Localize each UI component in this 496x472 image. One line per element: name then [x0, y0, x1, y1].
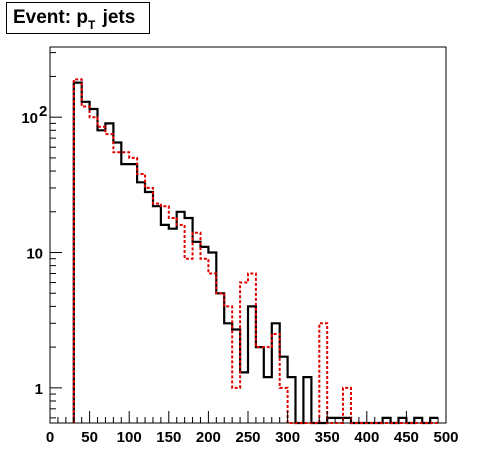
- x-tick-label: 150: [156, 429, 181, 446]
- x-tick-label: 50: [81, 429, 98, 446]
- y-tick-label: 1: [35, 381, 43, 398]
- chart-title: Event: pT jets: [6, 2, 150, 34]
- histogram-series-layer: [72, 78, 439, 425]
- x-tick-label: 300: [275, 429, 300, 446]
- y-tick-label: 10: [26, 246, 43, 263]
- y-tick-label: 10: [21, 110, 38, 127]
- histogram-series-1: [72, 81, 439, 425]
- chart-title-suffix: jets: [97, 7, 136, 28]
- x-tick-label: 350: [315, 429, 340, 446]
- x-tick-label: 500: [433, 429, 458, 446]
- x-tick-label: 100: [117, 429, 142, 446]
- chart-title-main: Event: p: [13, 7, 88, 28]
- x-tick-label: 400: [354, 429, 379, 446]
- y-tick-exponent: 2: [39, 103, 47, 120]
- x-tick-label: 0: [46, 429, 54, 446]
- x-tick-label: 250: [235, 429, 260, 446]
- x-tick-label: 450: [394, 429, 419, 446]
- histogram-series-2: [72, 78, 439, 424]
- x-tick-label: 200: [196, 429, 221, 446]
- chart-title-subscript: T: [87, 18, 96, 32]
